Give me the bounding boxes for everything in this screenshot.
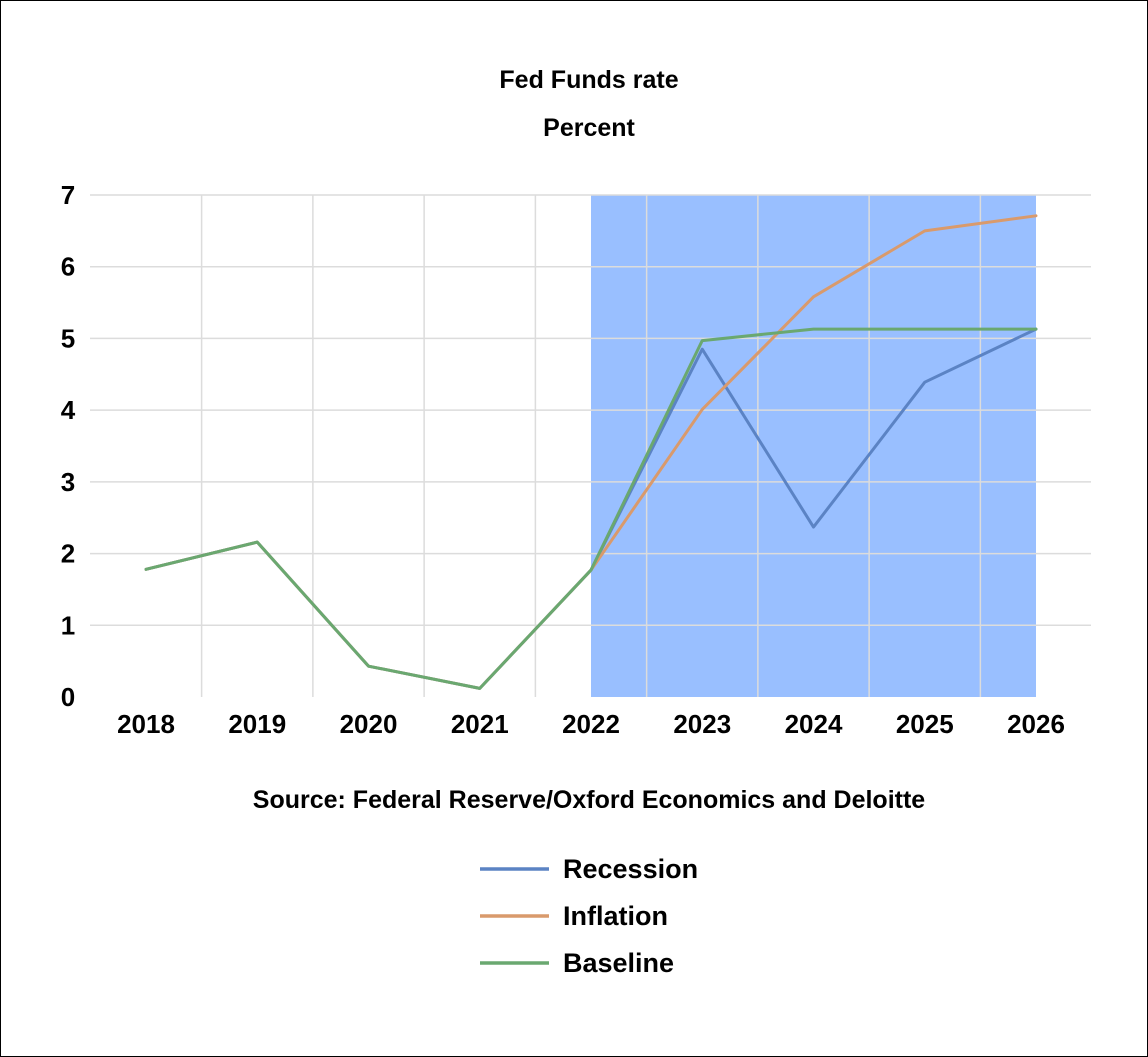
y-tick-label: 6 xyxy=(61,252,75,282)
legend-label-recession: Recession xyxy=(563,854,698,884)
source-note: Source: Federal Reserve/Oxford Economics… xyxy=(253,786,926,814)
x-tick-label: 2023 xyxy=(673,709,731,739)
y-tick-label: 3 xyxy=(61,467,75,497)
legend-label-baseline: Baseline xyxy=(563,948,674,978)
y-tick-label: 5 xyxy=(61,323,75,353)
legend: Recession Inflation Baseline xyxy=(480,854,698,978)
x-axis-tick-labels: 2018 2019 2020 2021 2022 2023 2024 2025 2026 xyxy=(117,709,1065,739)
y-tick-label: 4 xyxy=(61,395,76,425)
series-lines xyxy=(144,214,1038,690)
chart-subtitle: Percent xyxy=(543,114,635,142)
y-tick-label: 7 xyxy=(61,180,75,210)
x-tick-label: 2019 xyxy=(228,709,286,739)
x-tick-label: 2026 xyxy=(1007,709,1065,739)
x-tick-label: 2021 xyxy=(451,709,509,739)
y-tick-label: 0 xyxy=(61,682,75,712)
x-tick-label: 2022 xyxy=(562,709,620,739)
forecast-shading-layer xyxy=(591,195,1036,697)
x-tick-label: 2025 xyxy=(896,709,954,739)
series-line-baseline xyxy=(144,327,1038,690)
y-tick-label: 1 xyxy=(61,610,75,640)
forecast-shaded-region xyxy=(591,195,1036,697)
chart-title: Fed Funds rate xyxy=(499,66,678,94)
y-axis-tick-labels: 0 1 2 3 4 5 6 7 xyxy=(61,180,76,712)
gridlines xyxy=(90,194,1091,697)
x-tick-label: 2020 xyxy=(340,709,398,739)
y-tick-label: 2 xyxy=(61,539,75,569)
x-tick-label: 2018 xyxy=(117,709,175,739)
x-tick-label: 2024 xyxy=(785,709,843,739)
legend-label-inflation: Inflation xyxy=(563,901,668,931)
